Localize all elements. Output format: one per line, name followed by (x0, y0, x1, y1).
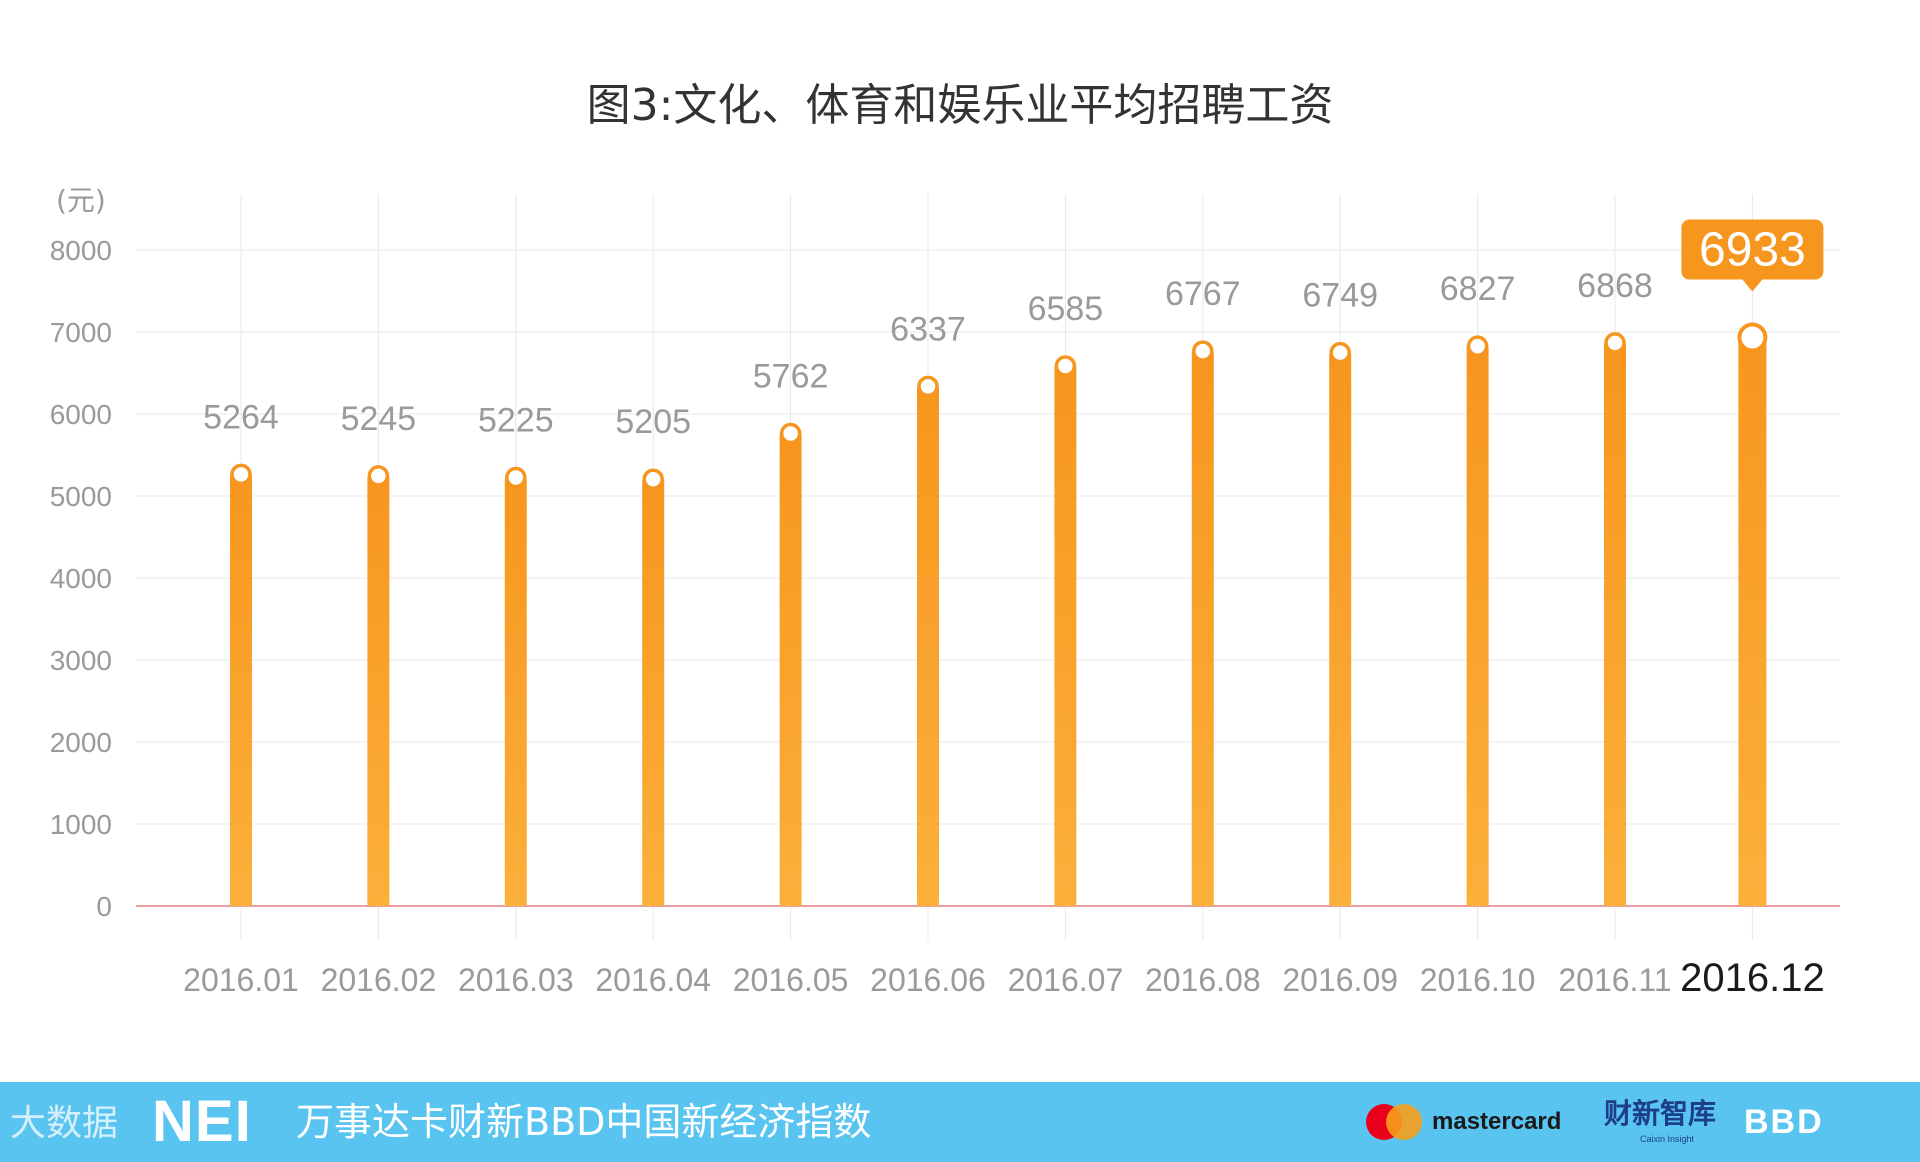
data-label: 6337 (890, 310, 966, 348)
data-label: 6827 (1440, 270, 1516, 308)
y-tick-label: 4000 (50, 563, 112, 594)
bar (917, 386, 939, 907)
bbd-logo: BBD (1744, 1103, 1824, 1141)
y-tick-label: 0 (96, 891, 112, 922)
bar (367, 475, 390, 906)
x-tick-label: 2016.09 (1282, 962, 1398, 998)
highlight-callout (1681, 219, 1824, 280)
data-label: 5205 (615, 403, 691, 441)
bar-point (1604, 332, 1626, 354)
data-label: 5225 (478, 402, 554, 440)
data-label-highlight: 6933 (1699, 223, 1806, 276)
bar-point (1054, 355, 1077, 377)
bar-point (1466, 335, 1489, 357)
x-tick-label: 2016.05 (733, 962, 849, 998)
y-tick-label: 1000 (50, 809, 112, 840)
bar (1054, 366, 1077, 906)
y-tick-label: 3000 (50, 645, 112, 676)
data-label: 5264 (203, 398, 279, 436)
bar-point (505, 466, 527, 489)
bar-point (917, 375, 939, 398)
bar-point (230, 463, 252, 486)
mastercard-wordmark: mastercard (1432, 1108, 1562, 1135)
data-label: 6585 (1028, 290, 1104, 328)
y-tick-label: 7000 (50, 317, 112, 348)
bar (1738, 337, 1767, 906)
bar-chart: 图3:文化、体育和娱乐业平均招聘工资 (元) 0 1000 2000 3000 4000… (50, 80, 1840, 1000)
caixin-sub-logo: Caixin Insight (1640, 1134, 1695, 1144)
bar (230, 474, 252, 906)
bar-point (642, 468, 664, 490)
x-tick-label: 2016.12 (1680, 956, 1825, 1000)
y-axis-unit: (元) (56, 184, 106, 217)
bar (504, 477, 527, 906)
y-tick-label: 8000 (50, 235, 112, 266)
data-label: 5762 (753, 358, 829, 396)
bar (1466, 346, 1489, 906)
bar (1329, 352, 1352, 906)
x-tick-label: 2016.07 (1008, 962, 1124, 998)
x-tick-label: 2016.08 (1145, 962, 1261, 998)
x-tick-label: 2016.06 (870, 962, 986, 998)
x-tick-label: 2016.01 (183, 962, 299, 998)
x-tick-label: 2016.02 (321, 962, 437, 998)
bar-point (1329, 341, 1351, 364)
x-tick-label: 2016.04 (595, 962, 711, 998)
y-tick-label: 2000 (50, 727, 112, 758)
bar-point (1192, 340, 1214, 362)
bar-point (367, 465, 390, 487)
watermark: 大数据 (10, 1103, 119, 1144)
data-label: 6868 (1577, 267, 1653, 305)
y-tick-label: 6000 (50, 399, 112, 430)
bar (779, 433, 802, 906)
highlight-callout-pointer (1742, 279, 1763, 292)
data-label: 6767 (1165, 275, 1241, 313)
x-tick-label: 2016.03 (458, 962, 574, 998)
chart-title: 图3:文化、体育和娱乐业平均招聘工资 (587, 80, 1334, 131)
caixin-logo: 财新智库 (1604, 1097, 1717, 1130)
bar (1604, 342, 1626, 907)
data-label: 6749 (1302, 277, 1378, 315)
y-tick-label: 5000 (50, 481, 112, 512)
bar-point (779, 422, 802, 445)
x-tick-label: 2016.11 (1558, 962, 1671, 998)
bar (642, 479, 665, 906)
bar (1191, 351, 1214, 907)
bar-point (1737, 322, 1768, 353)
x-tick-label: 2016.10 (1420, 962, 1536, 998)
data-label: 5245 (341, 400, 417, 438)
mastercard-logo-icon (1366, 1104, 1422, 1140)
nei-logo: NEI (152, 1089, 252, 1154)
footer-bar: 大数据 NEI 万事达卡财新BBD中国新经济指数 mastercard 财新智库… (0, 1082, 1920, 1162)
footer-title: 万事达卡财新BBD中国新经济指数 (296, 1100, 872, 1144)
